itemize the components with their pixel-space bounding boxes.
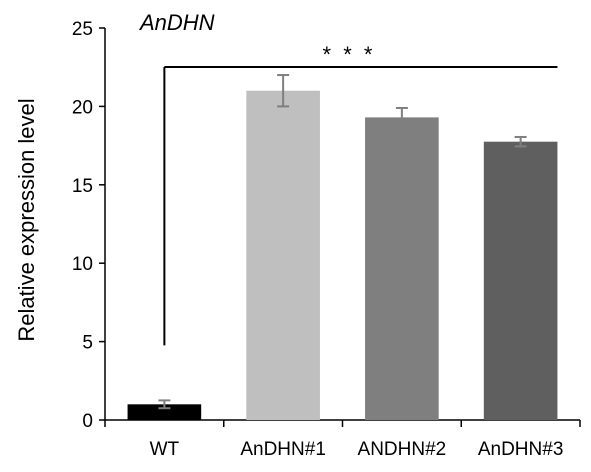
error-bar (158, 399, 171, 410)
y-tick-label: 15 (72, 176, 93, 197)
bar (365, 117, 439, 420)
x-tick-label: ANDHN#2 (358, 439, 447, 460)
x-tick-label: AnDHN#1 (240, 439, 326, 460)
error-bar (395, 106, 408, 128)
x-tick-label: AnDHN#3 (478, 439, 564, 460)
error-bar (514, 135, 527, 148)
significance-label: * * * (323, 42, 376, 67)
significance-bracket: * * * (163, 42, 558, 346)
y-tick-label: 10 (72, 254, 93, 275)
x-axis: WT AnDHN#1 ANDHN#2 AnDHN#3 (104, 419, 581, 460)
y-axis-label: Relative expression level (14, 98, 39, 341)
error-bar (277, 74, 290, 108)
x-tick-label: WT (150, 439, 180, 460)
y-axis: 0 5 10 15 20 25 (72, 19, 106, 432)
chart-title: AnDHN (138, 10, 215, 35)
bar (246, 90, 320, 420)
bars-group (127, 90, 558, 420)
bar (127, 404, 202, 420)
bar (483, 141, 558, 420)
y-tick-label: 0 (82, 411, 93, 432)
y-tick-label: 20 (72, 97, 93, 118)
y-tick-label: 25 (72, 19, 93, 40)
y-tick-label: 5 (82, 333, 93, 354)
error-bars-group (158, 74, 527, 410)
